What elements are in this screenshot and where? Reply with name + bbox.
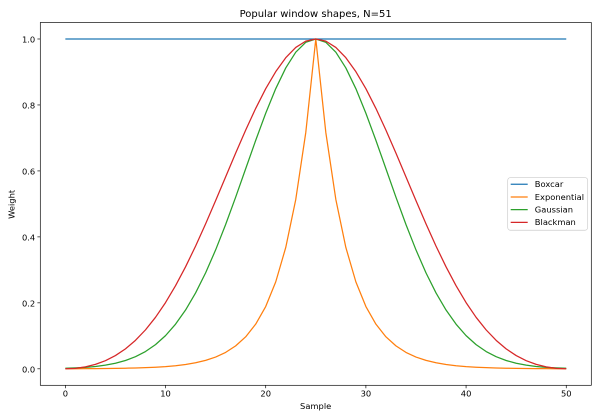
x-axis: 0 10 20 30 40 50	[63, 385, 572, 399]
legend-entry: Gaussian	[510, 205, 573, 215]
curve-blackman	[65, 38, 567, 370]
legend: Boxcar Exponential Gaussian Blackman	[507, 177, 589, 231]
legend-entry: Boxcar	[510, 179, 564, 189]
curve-exponential	[65, 38, 567, 370]
x-tick-label: 10	[160, 389, 171, 399]
legend-frame	[507, 177, 589, 231]
y-axis: 0.0 0.2 0.4 0.6 0.8 1.0	[22, 35, 41, 374]
plot-area: 0 10 20 30 40 50 0.0 0.2 0.4 0.6 0.8 1.0 Boxcar Exp…	[22, 22, 592, 399]
y-tick-label: 1.0	[22, 35, 35, 45]
legend-label: Boxcar	[535, 179, 564, 189]
y-tick-label: 0.4	[22, 232, 35, 242]
x-tick-label: 40	[461, 389, 472, 399]
y-tick-label: 0.2	[22, 298, 35, 308]
curves	[65, 38, 567, 370]
legend-entry: Exponential	[510, 192, 584, 202]
x-axis-label: Sample	[300, 401, 331, 411]
legend-label: Exponential	[535, 192, 584, 202]
y-axis-label: Weight	[7, 189, 17, 219]
y-tick-label: 0.8	[22, 101, 35, 111]
y-tick-label: 0.0	[22, 364, 35, 374]
x-tick-label: 0	[63, 389, 68, 399]
curve-gaussian	[65, 38, 567, 369]
x-tick-label: 50	[561, 389, 572, 399]
chart-title: Popular window shapes, N=51	[240, 9, 392, 20]
x-tick-label: 30	[361, 389, 372, 399]
legend-entry: Blackman	[510, 217, 576, 227]
y-tick-label: 0.6	[22, 166, 35, 176]
x-tick-label: 20	[260, 389, 271, 399]
legend-label: Gaussian	[535, 205, 573, 215]
legend-label: Blackman	[535, 217, 576, 227]
axes-frame	[39, 22, 592, 386]
